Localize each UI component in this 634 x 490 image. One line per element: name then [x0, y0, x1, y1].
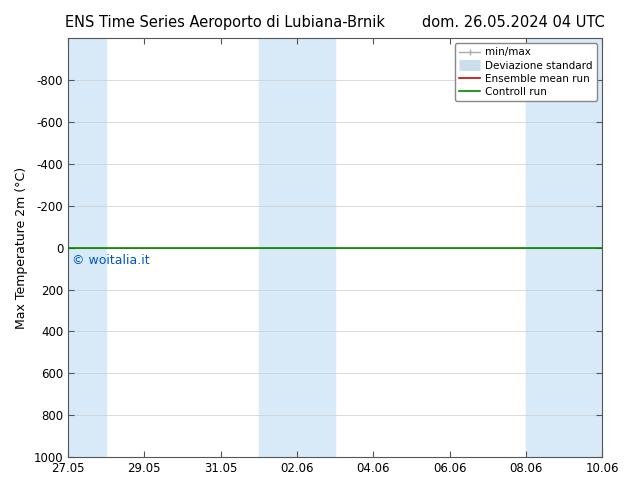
- Text: © woitalia.it: © woitalia.it: [72, 254, 150, 267]
- Legend: min/max, Deviazione standard, Ensemble mean run, Controll run: min/max, Deviazione standard, Ensemble m…: [455, 43, 597, 101]
- Title: ENS Time Series Aeroporto di Lubiana-Brnik        dom. 26.05.2024 04 UTC: ENS Time Series Aeroporto di Lubiana-Brn…: [65, 15, 605, 30]
- Bar: [526, 38, 564, 457]
- Bar: [68, 38, 107, 457]
- Bar: [259, 38, 297, 457]
- Y-axis label: Max Temperature 2m (°C): Max Temperature 2m (°C): [15, 167, 28, 329]
- Bar: [297, 38, 335, 457]
- Bar: [564, 38, 602, 457]
